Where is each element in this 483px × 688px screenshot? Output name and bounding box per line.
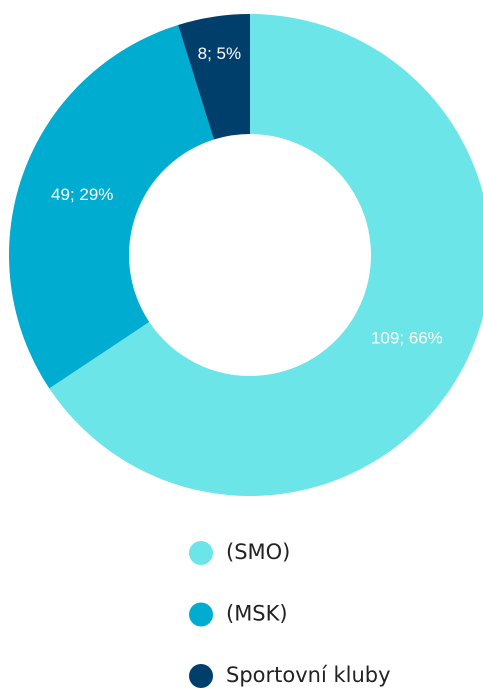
data-label: 8; 5% [198,44,241,63]
legend-swatch [189,664,213,688]
data-label: 49; 29% [51,185,113,204]
legend-label: Sportovní kluby [226,663,391,687]
legend-label: (SMO) [226,540,290,564]
donut-slice [49,14,483,496]
donut-slice [178,14,250,140]
donut-slice [9,24,214,389]
legend-swatch [189,602,213,627]
legend-swatch [189,541,213,565]
legend-label: (MSK) [226,602,288,626]
data-label: 109; 66% [371,329,443,348]
